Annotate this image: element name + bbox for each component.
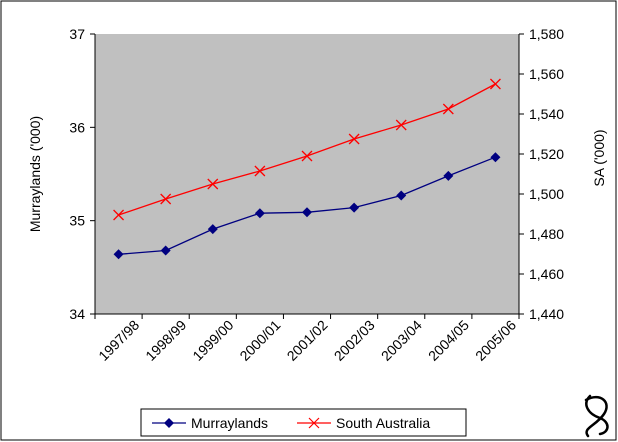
right-y-axis: 1,440 1,460 1,480 1,500 1,520 1,540 1,560 1,580 (518, 26, 564, 322)
data-point (349, 202, 360, 213)
left-tick-label: 36 (69, 119, 85, 135)
left-tick-label: 37 (69, 26, 85, 42)
right-axis-title: SA ('000) (591, 129, 607, 186)
data-point (254, 208, 265, 219)
legend-murraylands-label: Murraylands (191, 415, 268, 431)
data-point (160, 245, 171, 256)
data-point (396, 190, 407, 201)
corner-logo-icon (584, 394, 609, 438)
legend-sa-marker (308, 417, 320, 429)
data-point (489, 78, 501, 90)
data-point (443, 170, 454, 181)
legend: Murraylands South Australia (140, 408, 467, 437)
plot-area (95, 34, 519, 314)
right-tick-label: 1,460 (529, 266, 564, 282)
data-point (113, 249, 124, 260)
data-point (207, 224, 218, 235)
series-layer (113, 78, 501, 260)
right-tick-label: 1,560 (529, 66, 564, 82)
left-axis-title: Murraylands ('000) (27, 116, 43, 232)
data-point (302, 207, 312, 218)
right-tick-label: 1,500 (529, 186, 564, 202)
data-point (348, 133, 360, 145)
data-point (207, 178, 219, 190)
left-y-axis: 34 35 36 37 (69, 26, 96, 322)
right-tick-label: 1,580 (529, 26, 564, 42)
data-point (442, 103, 454, 115)
right-tick-label: 1,440 (529, 306, 564, 322)
right-tick-label: 1,520 (529, 146, 564, 162)
data-point (254, 165, 266, 177)
data-point (160, 193, 172, 205)
data-point (395, 119, 407, 131)
right-tick-label: 1,540 (529, 106, 564, 122)
data-point (490, 152, 501, 163)
legend-sa-label: South Australia (336, 415, 430, 431)
legend-murraylands-marker (164, 418, 174, 428)
data-point (113, 209, 125, 221)
left-tick-label: 35 (69, 213, 85, 229)
right-tick-label: 1,480 (529, 226, 564, 242)
left-tick-label: 34 (69, 306, 85, 322)
data-point (301, 150, 313, 162)
